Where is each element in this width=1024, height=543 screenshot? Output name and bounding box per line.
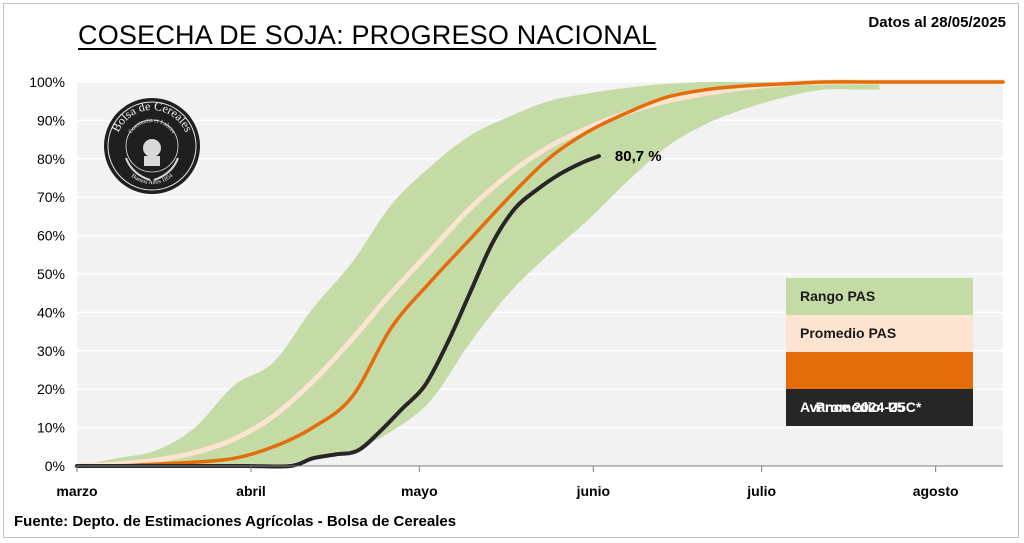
legend-label-avance-2024-25: Avance 2024-25 <box>800 399 905 415</box>
annotation-final-value: 80,7 % <box>615 148 662 165</box>
chart-title: COSECHA DE SOJA: PROGRESO NACIONAL <box>78 20 657 50</box>
x-tick-label: julio <box>746 483 776 499</box>
line-promedio-u5c <box>75 80 1005 468</box>
y-tick-label: 10% <box>37 420 65 436</box>
data-date-note: Datos al 28/05/2025 <box>868 14 1006 31</box>
legend-label-rango-pas: Rango PAS <box>800 288 876 304</box>
y-tick-label: 100% <box>29 74 65 90</box>
bolsa-de-cereales-logo: Bolsa de Cereales Constantia et Labore B… <box>104 98 200 194</box>
x-tick-label: junio <box>576 483 610 499</box>
x-tick-label: abril <box>236 483 266 499</box>
legend-item-promedio-pas: Promedio PAS <box>786 315 973 352</box>
source-note: Fuente: Depto. de Estimaciones Agrícolas… <box>14 513 457 530</box>
y-tick-label: 40% <box>37 304 65 320</box>
y-tick-label: 30% <box>37 343 65 359</box>
axes: 0% 10% 20% 30% 40% 50% 60% 70% 80% 90% 100% marzo ab… <box>29 74 1003 499</box>
legend-item-avance-2024-25: Avance 2024-25 <box>786 389 973 426</box>
legend-label-promedio-pas: Promedio PAS <box>800 325 897 341</box>
y-tick-label: 20% <box>37 381 65 397</box>
legend-item-promedio-u5c: Promedio U5C* <box>786 352 973 415</box>
y-tick-label: 60% <box>37 228 65 244</box>
x-tick-label: marzo <box>56 483 97 499</box>
y-tick-label: 70% <box>37 189 65 205</box>
legend-item-rango-pas: Rango PAS <box>786 278 973 315</box>
y-tick-label: 0% <box>45 458 65 474</box>
x-tick-label: mayo <box>401 483 438 499</box>
x-tick-label: agosto <box>913 483 959 499</box>
y-tick-label: 90% <box>37 112 65 128</box>
legend: Rango PAS Promedio PAS Promedio U5C* Ava… <box>786 278 973 426</box>
annotations: 80,7 % <box>615 148 662 165</box>
y-tick-label: 80% <box>37 151 65 167</box>
y-tick-label: 50% <box>37 266 65 282</box>
